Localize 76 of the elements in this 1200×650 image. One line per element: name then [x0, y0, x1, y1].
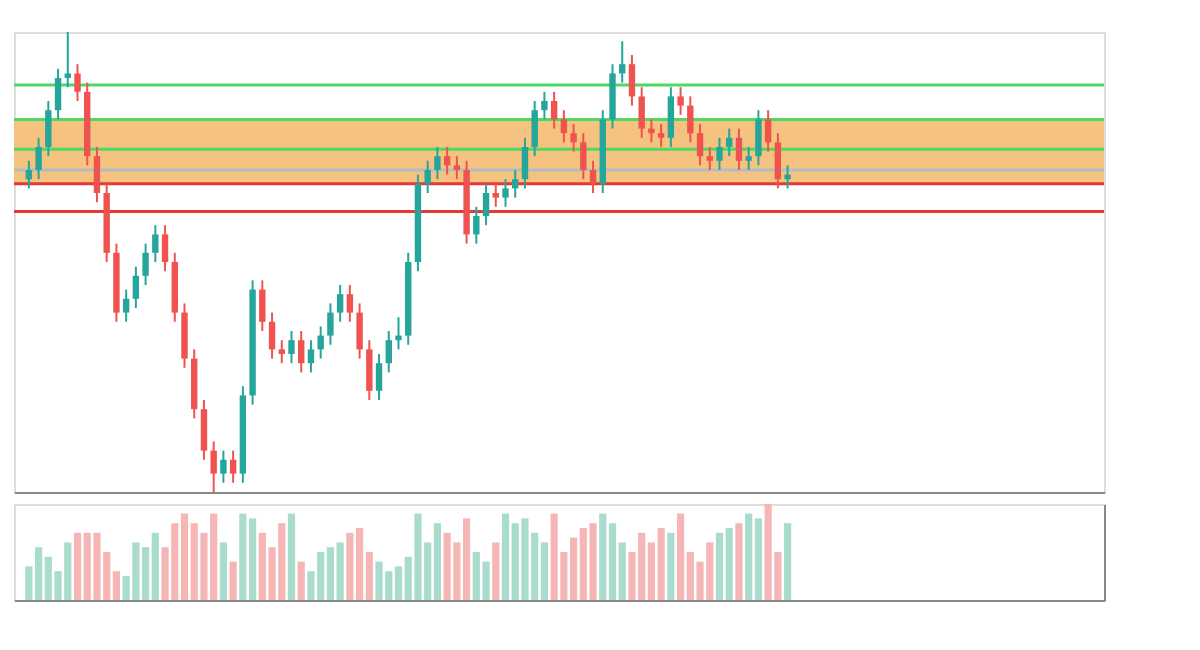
candlestick	[54, 67, 62, 121]
candlestick	[142, 242, 149, 286]
candlestick	[589, 159, 597, 194]
candlestick	[434, 146, 441, 181]
candlestick	[706, 146, 713, 171]
candlestick	[317, 325, 324, 360]
candlestick	[482, 182, 490, 227]
candlestick	[200, 399, 208, 461]
candlestick	[560, 109, 568, 144]
candlestick	[268, 311, 276, 360]
candlestick	[492, 182, 499, 208]
candlestick	[424, 159, 431, 194]
candlestick	[453, 155, 461, 181]
candlestick	[220, 449, 227, 484]
candlestick	[696, 123, 704, 167]
candlestick	[667, 86, 675, 148]
candlestick	[473, 205, 480, 245]
bar	[667, 532, 675, 600]
candlestick	[638, 86, 645, 139]
candlestick	[687, 95, 694, 144]
candlestick	[628, 54, 636, 107]
candlestick	[366, 339, 373, 401]
candlestick	[531, 100, 538, 158]
candlestick	[619, 40, 626, 84]
bar	[219, 542, 228, 600]
candlestick	[570, 123, 577, 153]
candlestick	[677, 86, 684, 116]
candlestick	[45, 100, 52, 158]
candlestick	[259, 279, 266, 332]
candlestick	[93, 146, 101, 204]
candlestick	[210, 440, 217, 493]
bar	[287, 513, 296, 600]
candlestick	[288, 330, 295, 365]
candlestick	[346, 284, 354, 323]
candlestick	[385, 330, 392, 374]
candlestick	[327, 302, 334, 346]
candlestick	[716, 136, 723, 171]
candlestick	[764, 109, 772, 153]
bar	[229, 561, 237, 600]
candlestick	[550, 90, 558, 130]
candlestick	[132, 265, 140, 309]
bar	[783, 523, 792, 600]
candlestick	[735, 127, 743, 171]
candlestick	[774, 132, 782, 190]
candlestick	[657, 123, 665, 148]
candlestick	[181, 302, 188, 369]
candlestick	[609, 63, 616, 130]
candlestick	[161, 224, 169, 273]
candlestick	[512, 169, 519, 199]
bar	[297, 561, 305, 600]
candlestick	[580, 132, 587, 181]
candlestick	[521, 136, 529, 190]
bar	[492, 542, 500, 600]
candlestick	[395, 316, 402, 351]
candlestick	[307, 339, 315, 374]
candlestick	[443, 146, 451, 176]
candlestick	[35, 136, 42, 181]
candlestick	[122, 288, 130, 323]
candlestick	[336, 284, 344, 323]
candlestick	[152, 224, 159, 263]
bar	[735, 523, 743, 600]
candlestick	[784, 164, 791, 190]
candlestick	[745, 146, 752, 171]
candlestick	[726, 127, 733, 158]
candlestick	[502, 178, 509, 208]
candlestick	[375, 353, 383, 401]
candlestick	[229, 449, 237, 484]
candlestick	[278, 339, 285, 365]
candlestick	[298, 330, 305, 374]
candlestick	[755, 109, 762, 167]
candlestick	[74, 63, 81, 102]
candlestick	[541, 90, 548, 121]
candlestick	[648, 118, 655, 144]
candlestick	[356, 302, 363, 360]
candlestick	[25, 159, 33, 190]
candlestick	[64, 31, 71, 89]
